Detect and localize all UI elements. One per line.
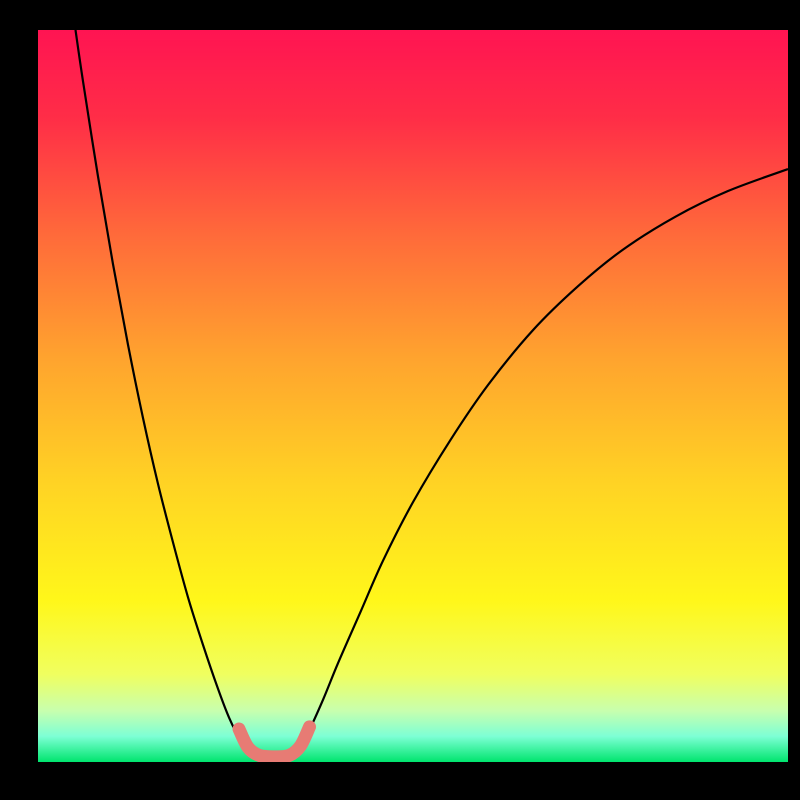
chart-frame: TheBottleneck.com bbox=[0, 0, 800, 800]
bottleneck-chart bbox=[0, 0, 800, 800]
